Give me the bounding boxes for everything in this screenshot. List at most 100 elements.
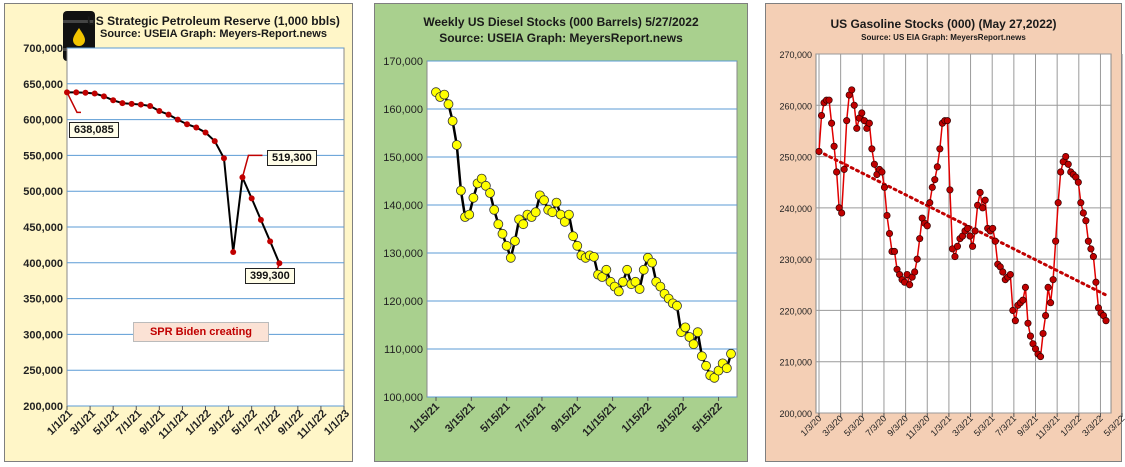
y-tick-label: 140,000 — [383, 200, 423, 212]
diesel-data-point — [564, 209, 574, 220]
gasoline-data-point — [913, 255, 921, 263]
diesel-data-point — [684, 332, 695, 342]
x-tick-label: 5/1/21 — [91, 408, 121, 438]
diesel-data-point — [443, 99, 454, 110]
diesel-data-point — [456, 185, 466, 196]
gasoline-data-point — [953, 242, 962, 250]
gasoline-data-point — [868, 145, 876, 153]
chart-title: US Gasoline Stocks (000) (May 27,2022) — [830, 17, 1057, 31]
y-tick-label: 110,000 — [384, 344, 423, 356]
y-tick-label: 550,000 — [23, 150, 63, 162]
chart-subtitle: Source: USEIA Graph: Meyers-Report.news — [100, 28, 327, 40]
y-tick-label: 230,000 — [779, 255, 812, 265]
y-tick-label: 700,000 — [23, 43, 63, 55]
x-tick-label: 1/3/22 — [1058, 413, 1083, 438]
gasoline-data-point — [853, 124, 861, 132]
gasoline-data-point — [976, 188, 984, 197]
gasoline-data-point — [880, 183, 889, 191]
gasoline-data-point — [1092, 278, 1100, 286]
spr-data-point — [165, 111, 172, 118]
gasoline-data-point — [865, 119, 873, 127]
x-tick-label: 3/3/22 — [1080, 413, 1105, 438]
spr-data-point — [82, 89, 89, 96]
gasoline-data-point — [906, 281, 914, 289]
diesel-data-point — [464, 209, 475, 220]
gasoline-data-point — [1021, 283, 1029, 291]
diesel-data-point — [588, 251, 599, 262]
peak-callout-leader — [241, 154, 263, 178]
diesel-data-point — [647, 257, 657, 268]
chart-title: US Strategic Petroleum Reserve (1,000 bb… — [87, 14, 340, 28]
gasoline-data-point — [885, 229, 894, 238]
x-tick-label: 5/3/22 — [1102, 413, 1125, 438]
gasoline-data-point — [1077, 199, 1085, 207]
gasoline-data-point — [815, 147, 823, 155]
gasoline-data-point — [1044, 283, 1052, 291]
y-tick-label: 250,000 — [779, 153, 812, 163]
diesel-data-point — [510, 236, 520, 246]
end-value-callout: 399,300 — [245, 268, 295, 284]
gasoline-data-point — [1036, 353, 1045, 361]
gasoline-chart-panel: US Gasoline Stocks (000) (May 27,2022) S… — [765, 3, 1125, 462]
diesel-data-point — [630, 276, 641, 287]
diesel-data-point — [505, 252, 516, 263]
x-tick-label: 5/15/21 — [478, 401, 512, 435]
diesel-data-point — [447, 116, 458, 126]
diesel-data-point — [634, 284, 645, 294]
diesel-data-point — [688, 339, 699, 350]
x-tick-label: 3/1/21 — [68, 408, 98, 438]
spr-data-point — [257, 216, 264, 223]
diesel-data-point — [709, 372, 720, 383]
diesel-data-point — [597, 272, 608, 282]
diesel-data-point — [680, 322, 691, 333]
gasoline-data-point — [946, 186, 954, 194]
y-tick-label: 200,000 — [779, 409, 812, 419]
gasoline-data-point — [817, 111, 826, 120]
spr-data-point — [147, 102, 154, 109]
diesel-data-point — [493, 219, 504, 230]
spr-data-point — [267, 238, 274, 245]
gasoline-data-point — [969, 242, 977, 250]
diesel-data-point — [638, 264, 649, 275]
diesel-plot: 100,000 110,000 120,000 130,000 140,000 150,0… — [383, 56, 738, 439]
chart-title: Weekly US Diesel Stocks (000 Barrels) 5/… — [423, 15, 699, 29]
gasoline-data-point — [890, 247, 899, 256]
y-tick-label: 250,000 — [23, 365, 63, 377]
spr-data-point — [156, 108, 163, 115]
y-tick-label: 200,000 — [23, 401, 63, 413]
diesel-data-point — [539, 195, 549, 206]
x-tick-label: 1/15/21 — [408, 401, 442, 435]
gasoline-data-point — [981, 196, 989, 204]
gasoline-data-point — [833, 168, 841, 176]
x-tick-label: 9/15/21 — [549, 401, 583, 435]
gasoline-data-point — [1009, 306, 1017, 314]
spr-data-point — [184, 121, 191, 128]
y-tick-label: 450,000 — [23, 222, 63, 234]
diesel-data-point — [655, 281, 666, 292]
y-tick-label: 500,000 — [23, 186, 63, 198]
diesel-chart-panel: Weekly US Diesel Stocks (000 Barrels) 5/… — [374, 3, 748, 462]
spr-data-point — [174, 116, 181, 123]
x-tick-label: 5/3/21 — [972, 413, 997, 438]
y-tick-label: 220,000 — [779, 306, 812, 316]
diesel-data-point — [601, 264, 612, 275]
x-tick-label: 7/3/21 — [994, 413, 1019, 438]
gasoline-data-point — [1089, 253, 1097, 261]
gasoline-plot: 200,000 210,000 220,000 230,000 240,000 250,0… — [779, 50, 1125, 441]
diesel-data-point — [451, 140, 462, 150]
spr-data-point — [91, 90, 98, 97]
y-tick-label: 120,000 — [383, 296, 423, 308]
spr-chart-panel: US Strategic Petroleum Reserve (1,000 bb… — [4, 3, 353, 462]
gasoline-data-point — [838, 209, 846, 217]
x-tick-label: 7/15/21 — [514, 401, 548, 435]
gasoline-data-point — [1084, 237, 1092, 245]
gasoline-data-point — [1049, 276, 1057, 284]
gasoline-data-point — [828, 119, 836, 127]
x-tick-label: 5/1/22 — [230, 408, 260, 438]
gasoline-data-point — [911, 268, 919, 276]
diesel-data-point — [485, 188, 495, 198]
x-tick-label: 1/1/23 — [322, 408, 352, 438]
y-tick-label: 210,000 — [779, 358, 812, 368]
y-tick-label: 170,000 — [383, 56, 423, 68]
y-tick-label: 400,000 — [23, 258, 63, 270]
